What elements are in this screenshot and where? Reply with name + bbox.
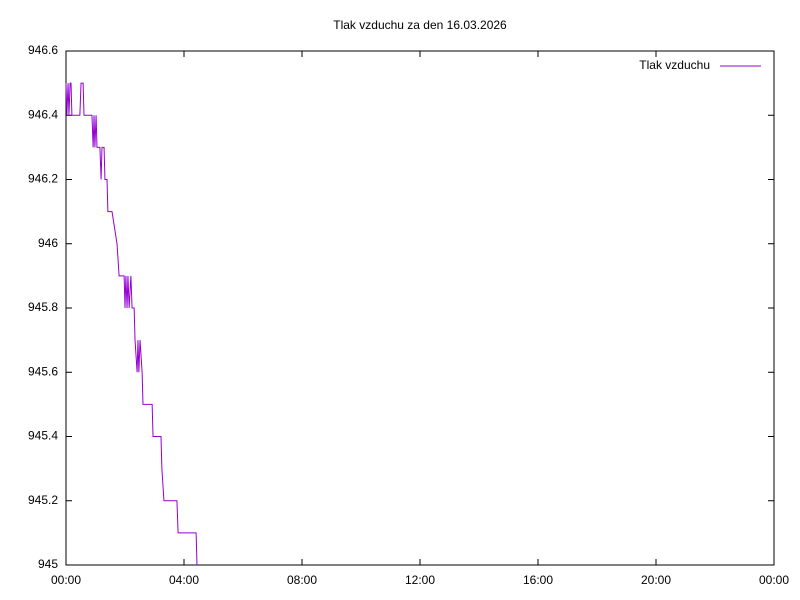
y-tick-label: 946.4 [28, 107, 58, 121]
x-tick-label: 00:00 [759, 573, 789, 587]
x-tick-label: 04:00 [169, 573, 199, 587]
x-tick-label: 12:00 [405, 573, 435, 587]
x-tick-label: 08:00 [287, 573, 317, 587]
x-tick-label: 20:00 [641, 573, 671, 587]
x-tick-label: 16:00 [523, 573, 553, 587]
y-tick-label: 945.4 [28, 429, 58, 443]
chart-title: Tlak vzduchu za den 16.03.2026 [333, 18, 507, 32]
y-tick-label: 946.2 [28, 172, 58, 186]
x-tick-label: 00:00 [51, 573, 81, 587]
y-tick-label: 945 [38, 557, 58, 571]
y-tick-label: 946.6 [28, 43, 58, 57]
legend-label: Tlak vzduchu [639, 58, 710, 72]
y-tick-label: 945.2 [28, 493, 58, 507]
plot-border [65, 50, 775, 566]
y-tick-label: 946 [38, 236, 58, 250]
y-tick-label: 945.8 [28, 300, 58, 314]
data-line [65, 82, 198, 566]
y-tick-label: 945.6 [28, 364, 58, 378]
